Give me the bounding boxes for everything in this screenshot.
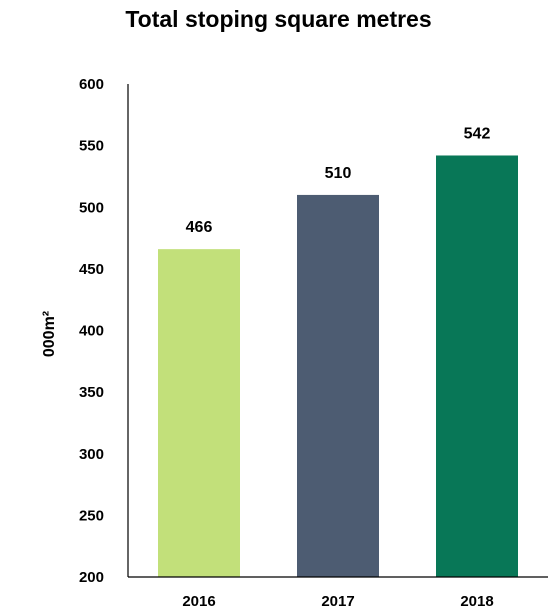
- bar-2018: [436, 155, 518, 578]
- x-axis: 2016 2017 2018: [128, 576, 548, 610]
- y-tick-label: 200: [79, 569, 104, 586]
- y-axis: 200 250 300 350 400 450 500 550 600: [79, 76, 129, 586]
- chart-title: Total stoping square metres: [125, 6, 432, 32]
- y-tick-label: 600: [79, 76, 104, 93]
- y-tick-label: 400: [79, 323, 104, 340]
- bar-2017: [297, 194, 379, 578]
- bar-2016: [158, 249, 240, 577]
- x-tick-label: 2017: [321, 593, 354, 610]
- data-label-2018: 542: [464, 125, 491, 142]
- data-label-2016: 466: [186, 219, 213, 236]
- x-tick-label: 2016: [182, 593, 215, 610]
- y-axis-label: 000m²: [41, 311, 58, 357]
- x-tick-label: 2018: [460, 593, 493, 610]
- y-tick-label: 300: [79, 446, 104, 463]
- bars: 466 510 542: [158, 125, 518, 578]
- y-tick-label: 450: [79, 261, 104, 278]
- data-label-2017: 510: [325, 165, 352, 182]
- y-tick-label: 350: [79, 384, 104, 401]
- y-tick-label: 500: [79, 199, 104, 216]
- y-tick-label: 550: [79, 138, 104, 155]
- y-tick-label: 250: [79, 507, 104, 524]
